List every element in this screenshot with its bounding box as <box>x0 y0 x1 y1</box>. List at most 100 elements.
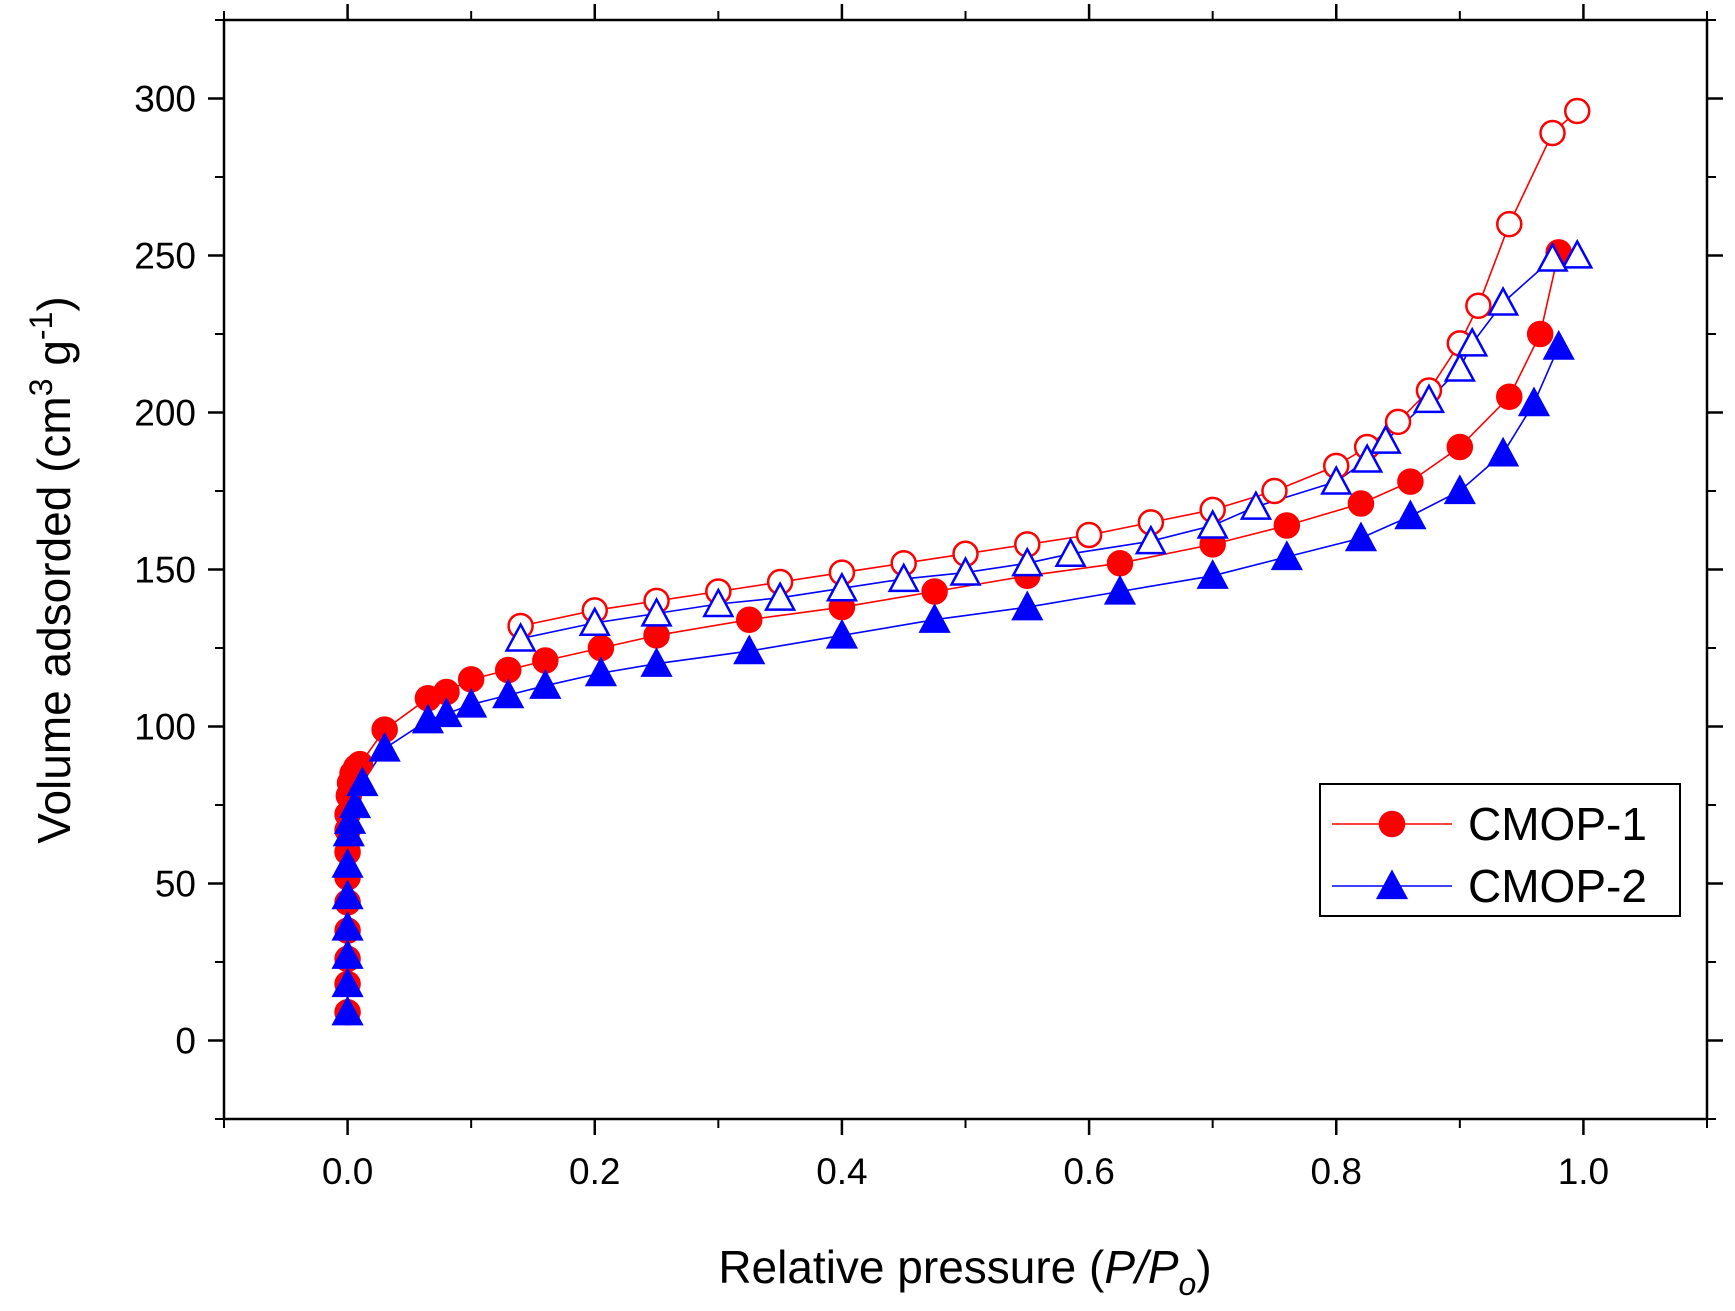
data-point <box>702 587 735 618</box>
data-point <box>1563 97 1591 125</box>
data-point <box>587 634 615 662</box>
data-point <box>504 621 537 652</box>
markers-CMOP-1-desorption <box>507 97 1591 640</box>
data-point <box>492 678 525 709</box>
data-point <box>1412 383 1446 414</box>
legend-items: CMOP-1 CMOP-2 <box>1332 798 1647 912</box>
markers-CMOP-2-desorption <box>504 238 1594 652</box>
y-tick-label: 250 <box>134 236 196 277</box>
x-tick-label: 0.0 <box>322 1151 373 1192</box>
data-point <box>338 788 372 819</box>
x-tick-label: 0.8 <box>1311 1151 1362 1192</box>
data-point <box>529 669 562 699</box>
data-point <box>584 656 618 687</box>
y-tick-label: 200 <box>134 393 196 434</box>
data-point <box>640 596 673 627</box>
data-point <box>1261 477 1288 505</box>
data-point <box>1496 210 1523 238</box>
data-point <box>1465 292 1492 319</box>
data-point <box>733 634 766 665</box>
axes-layer: 0.0 0.2 0.4 0.6 0.8 1.0 0 50 100 150 200 250 300 <box>134 4 1723 1192</box>
data-point <box>1384 408 1412 436</box>
data-point <box>494 656 522 684</box>
data-point <box>921 578 948 605</box>
data-point <box>368 731 401 762</box>
legend-label: CMOP-2 <box>1468 860 1647 912</box>
series-CMOP-1-desorption <box>520 110 1578 627</box>
y-tick-label: 150 <box>134 550 196 591</box>
data-point <box>1273 512 1301 539</box>
data-point <box>1103 574 1137 605</box>
data-point <box>1196 559 1229 589</box>
data-point <box>1397 468 1424 495</box>
y-tick-label: 300 <box>134 79 196 120</box>
data-point <box>1347 490 1375 517</box>
data-point <box>1011 590 1044 621</box>
data-point <box>825 571 859 602</box>
x-axis-title: Relative pressure (P/Po) <box>718 1241 1211 1302</box>
data-point <box>1075 521 1103 549</box>
data-point <box>1344 521 1378 552</box>
data-point <box>1542 329 1575 360</box>
data-point <box>1496 383 1523 411</box>
y-tick-label: 100 <box>134 707 196 748</box>
data-point <box>949 556 982 586</box>
data-point <box>918 603 951 633</box>
legend-box <box>1319 783 1681 917</box>
data-point <box>1106 549 1134 577</box>
legend: CMOP-1 CMOP-2 <box>1319 783 1681 917</box>
data-point <box>331 879 364 910</box>
data-point <box>1517 386 1551 417</box>
data-point <box>532 647 559 674</box>
legend-marker <box>1378 810 1406 838</box>
y-axis-title: Volume adsorded (cm3 g-1) <box>23 296 80 843</box>
data-point <box>333 804 367 834</box>
data-point <box>1561 238 1594 269</box>
series-CMOP-2-desorption <box>520 254 1578 640</box>
data-point <box>331 848 364 878</box>
data-point <box>331 910 364 941</box>
data-point <box>1351 442 1384 473</box>
data-point <box>1320 464 1353 495</box>
data-point <box>1270 540 1303 571</box>
data-point <box>455 687 488 718</box>
x-tick-label: 1.0 <box>1558 1151 1609 1192</box>
data-point <box>578 606 611 637</box>
legend-label: CMOP-1 <box>1468 798 1647 850</box>
data-point <box>640 647 673 677</box>
data-point <box>331 967 364 998</box>
data-point <box>346 766 379 797</box>
y-tick-label: 0 <box>175 1021 196 1062</box>
data-point <box>1443 351 1476 382</box>
data-point <box>764 581 797 611</box>
markers-CMOP-2-adsorption <box>331 329 1575 1026</box>
data-point <box>1526 320 1554 348</box>
data-point <box>1369 424 1402 454</box>
data-point <box>331 995 364 1026</box>
data-point <box>457 666 485 693</box>
x-tick-label: 0.2 <box>569 1151 620 1192</box>
x-tick-label: 0.4 <box>816 1151 867 1192</box>
x-tick-label: 0.6 <box>1063 1151 1114 1192</box>
series-line <box>520 254 1578 640</box>
series-line <box>520 110 1578 627</box>
data-point <box>430 697 463 728</box>
series-layer <box>331 97 1594 1026</box>
data-point <box>1446 433 1474 461</box>
legend-marker <box>1375 869 1409 900</box>
data-point <box>887 562 920 593</box>
data-point <box>735 606 763 633</box>
data-point <box>1239 490 1273 520</box>
data-point <box>825 618 859 649</box>
data-point <box>331 939 364 969</box>
data-point <box>1539 119 1566 147</box>
data-point <box>643 622 670 649</box>
data-point <box>1196 508 1229 539</box>
data-point <box>1486 436 1520 467</box>
data-point <box>1456 326 1489 357</box>
data-point <box>1054 537 1087 567</box>
data-point <box>1486 285 1520 316</box>
data-point <box>1443 474 1476 505</box>
